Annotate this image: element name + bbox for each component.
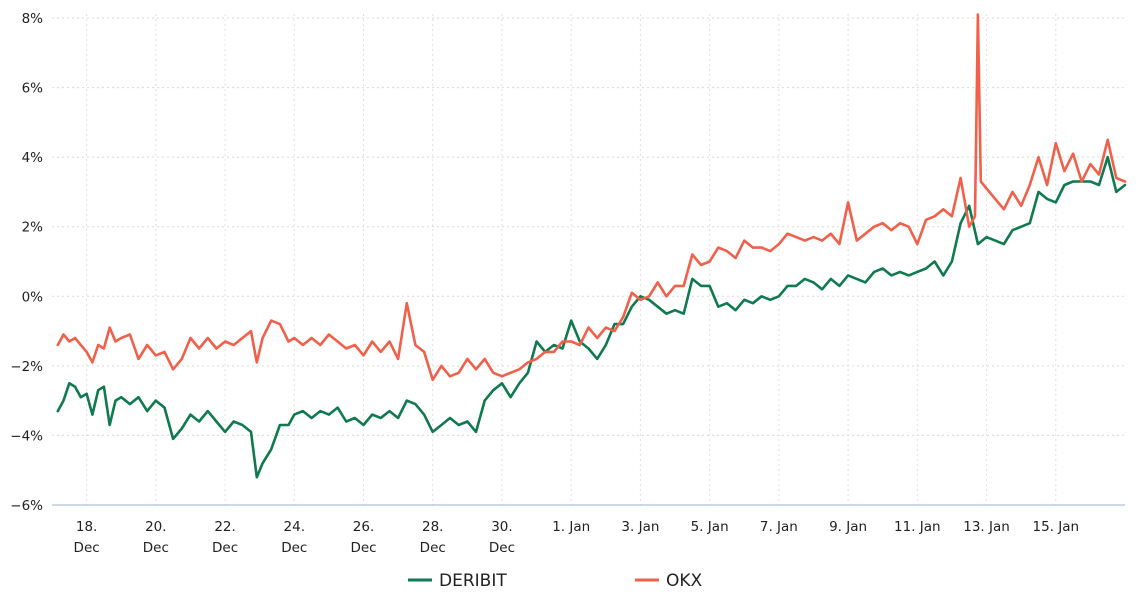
- x-tick-label-month: Dec: [74, 540, 100, 556]
- series-lines: [56, 13, 1127, 479]
- series-line-deribit[interactable]: [56, 155, 1127, 479]
- legend-label-deribit: DERIBIT: [439, 571, 507, 591]
- x-tick-label: 5. Jan: [691, 519, 729, 535]
- legend-item-deribit[interactable]: DERIBIT: [408, 571, 507, 591]
- y-axis: −6% −4% −2% 0% 2% 4% 6% 8%: [10, 11, 43, 514]
- x-tick-label: 15. Jan: [1032, 519, 1079, 535]
- legend-label-okx: OKX: [666, 571, 703, 591]
- grid: [52, 14, 1125, 506]
- y-tick-label: −4%: [10, 428, 43, 444]
- x-tick-label: 13. Jan: [963, 519, 1010, 535]
- x-tick-label: 1. Jan: [552, 519, 590, 535]
- y-tick-label: 2%: [22, 220, 44, 236]
- x-tick-label: 28.: [422, 519, 443, 535]
- x-tick-label: 22.: [214, 519, 235, 535]
- x-tick-label: 9. Jan: [829, 519, 867, 535]
- y-tick-label: −6%: [10, 498, 43, 514]
- x-tick-label: 18.: [76, 519, 97, 535]
- x-tick-label-month: Dec: [489, 540, 515, 556]
- series-line-okx[interactable]: [56, 13, 1127, 382]
- x-tick-label-month: Dec: [143, 540, 169, 556]
- y-tick-label: −2%: [10, 359, 43, 375]
- x-tick-label: 26.: [353, 519, 374, 535]
- x-tick-label-month: Dec: [281, 540, 307, 556]
- x-axis: 18. Dec 20. Dec 22. Dec 24. Dec 26. Dec 28. Dec 30. D…: [74, 519, 1080, 556]
- y-tick-label: 4%: [22, 150, 44, 166]
- y-tick-label: 6%: [22, 81, 44, 97]
- legend-item-okx[interactable]: OKX: [635, 571, 703, 591]
- x-tick-label: 3. Jan: [621, 519, 659, 535]
- x-tick-label: 24.: [284, 519, 305, 535]
- x-tick-label: 11. Jan: [894, 519, 941, 535]
- legend[interactable]: DERIBIT OKX: [408, 571, 703, 591]
- x-tick-label: 7. Jan: [760, 519, 798, 535]
- x-tick-label: 30.: [491, 519, 512, 535]
- x-tick-label: 20.: [145, 519, 166, 535]
- x-tick-label-month: Dec: [420, 540, 446, 556]
- x-tick-label-month: Dec: [350, 540, 376, 556]
- x-tick-label-month: Dec: [212, 540, 238, 556]
- y-tick-label: 8%: [22, 11, 44, 27]
- y-tick-label: 0%: [22, 289, 44, 305]
